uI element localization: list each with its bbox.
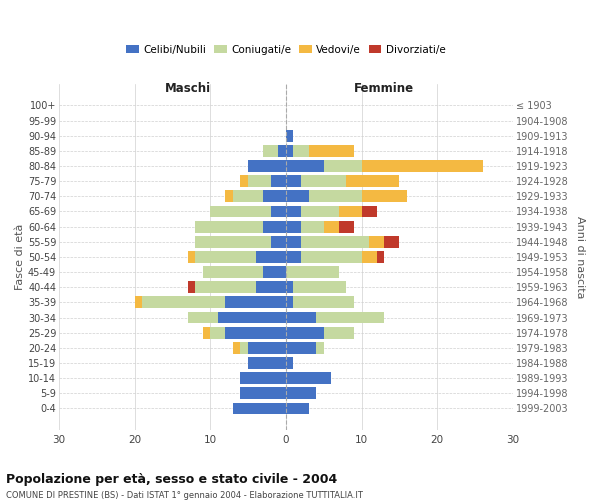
Bar: [263, 145, 278, 156]
Bar: [286, 190, 308, 202]
Bar: [301, 251, 362, 263]
Bar: [301, 220, 323, 232]
Bar: [210, 206, 271, 218]
Bar: [241, 372, 286, 384]
Bar: [263, 190, 286, 202]
Bar: [195, 236, 271, 248]
Bar: [301, 206, 339, 218]
Bar: [301, 175, 346, 187]
Bar: [346, 175, 400, 187]
Bar: [339, 206, 362, 218]
Text: COMUNE DI PRESTINE (BS) - Dati ISTAT 1° gennaio 2004 - Elaborazione TUTTITALIA.I: COMUNE DI PRESTINE (BS) - Dati ISTAT 1° …: [6, 491, 363, 500]
Bar: [286, 266, 339, 278]
Bar: [286, 402, 308, 414]
Bar: [218, 312, 286, 324]
Bar: [233, 402, 286, 414]
Bar: [362, 190, 407, 202]
Bar: [316, 312, 384, 324]
Bar: [323, 220, 339, 232]
Bar: [248, 342, 286, 354]
Bar: [286, 372, 331, 384]
Bar: [286, 342, 316, 354]
Y-axis label: Anni di nascita: Anni di nascita: [575, 216, 585, 298]
Bar: [362, 160, 482, 172]
Bar: [248, 175, 271, 187]
Bar: [377, 251, 384, 263]
Bar: [308, 145, 354, 156]
Bar: [323, 327, 354, 338]
Bar: [263, 266, 286, 278]
Bar: [188, 282, 195, 293]
Bar: [248, 160, 286, 172]
Bar: [362, 251, 377, 263]
Bar: [226, 190, 233, 202]
Bar: [188, 251, 195, 263]
Bar: [226, 327, 286, 338]
Bar: [203, 327, 210, 338]
Bar: [362, 206, 377, 218]
Bar: [339, 220, 354, 232]
Bar: [134, 296, 142, 308]
Bar: [286, 251, 301, 263]
Bar: [316, 342, 323, 354]
Text: Femmine: Femmine: [354, 82, 414, 94]
Bar: [248, 357, 286, 369]
Bar: [293, 296, 354, 308]
Bar: [286, 357, 293, 369]
Bar: [271, 175, 286, 187]
Bar: [188, 312, 218, 324]
Bar: [286, 206, 301, 218]
Y-axis label: Fasce di età: Fasce di età: [15, 224, 25, 290]
Bar: [278, 145, 286, 156]
Bar: [256, 251, 286, 263]
Bar: [301, 236, 369, 248]
Bar: [308, 190, 362, 202]
Bar: [286, 282, 293, 293]
Bar: [384, 236, 400, 248]
Bar: [241, 342, 248, 354]
Bar: [286, 312, 316, 324]
Bar: [293, 282, 346, 293]
Bar: [271, 236, 286, 248]
Bar: [233, 342, 241, 354]
Bar: [210, 327, 226, 338]
Bar: [263, 220, 286, 232]
Bar: [271, 206, 286, 218]
Bar: [286, 388, 316, 399]
Bar: [286, 145, 293, 156]
Bar: [241, 175, 248, 187]
Bar: [241, 388, 286, 399]
Bar: [286, 327, 323, 338]
Bar: [256, 282, 286, 293]
Bar: [286, 130, 293, 141]
Bar: [286, 296, 293, 308]
Text: Popolazione per età, sesso e stato civile - 2004: Popolazione per età, sesso e stato civil…: [6, 472, 337, 486]
Legend: Celibi/Nubili, Coniugati/e, Vedovi/e, Divorziati/e: Celibi/Nubili, Coniugati/e, Vedovi/e, Di…: [122, 40, 449, 58]
Bar: [293, 145, 308, 156]
Bar: [203, 266, 263, 278]
Bar: [286, 236, 301, 248]
Bar: [286, 175, 301, 187]
Bar: [195, 282, 256, 293]
Bar: [195, 220, 263, 232]
Bar: [286, 220, 301, 232]
Bar: [226, 296, 286, 308]
Bar: [195, 251, 256, 263]
Bar: [233, 190, 263, 202]
Bar: [286, 160, 323, 172]
Bar: [323, 160, 362, 172]
Bar: [142, 296, 226, 308]
Text: Maschi: Maschi: [164, 82, 211, 94]
Bar: [369, 236, 384, 248]
